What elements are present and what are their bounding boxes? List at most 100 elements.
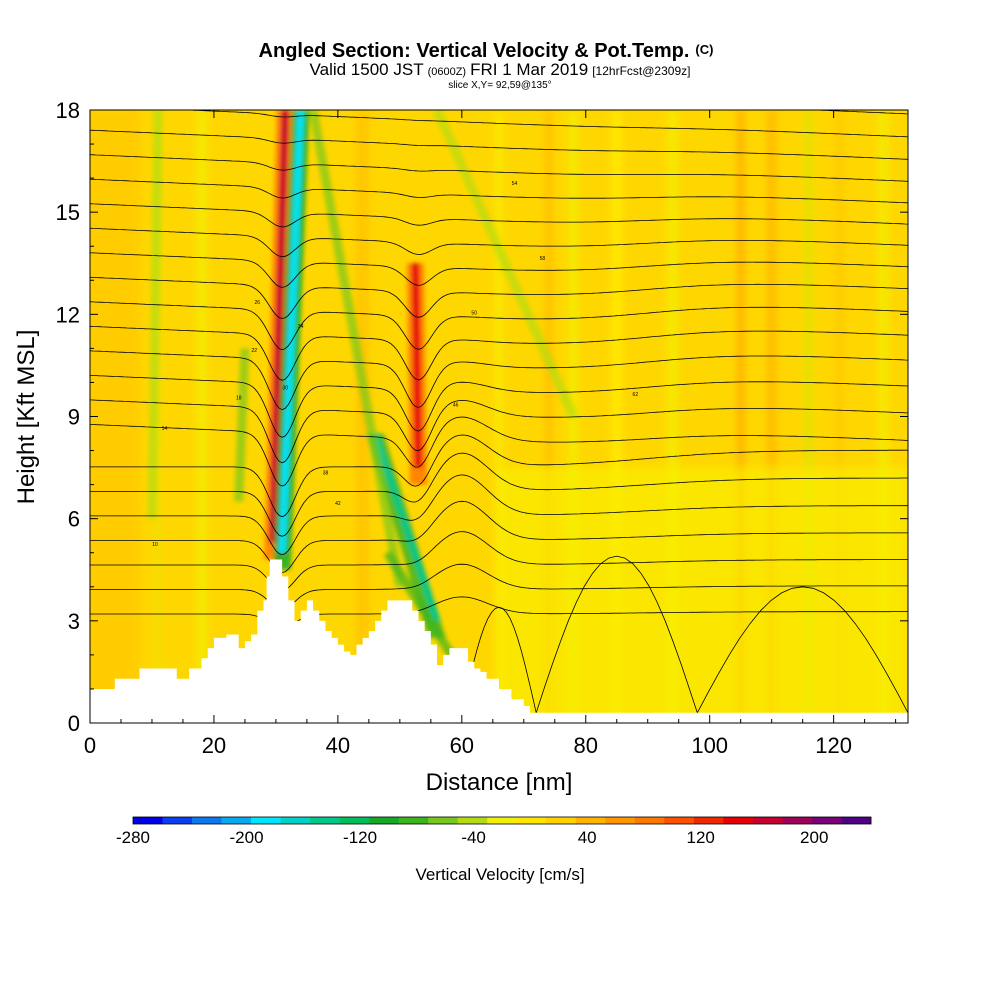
contour-label: 26 bbox=[255, 300, 261, 306]
colorbar-swatch bbox=[782, 817, 813, 824]
theta-contour bbox=[90, 276, 908, 319]
colorbar-swatch bbox=[752, 817, 783, 824]
colorbar-swatch bbox=[841, 817, 872, 824]
draft-updraft-core bbox=[269, 110, 289, 543]
theta-contour bbox=[90, 325, 908, 381]
theta-contour bbox=[90, 399, 908, 464]
colorbar-swatch bbox=[516, 817, 547, 824]
chart-title-suffix: (C) bbox=[695, 42, 713, 57]
theta-contour bbox=[90, 178, 908, 204]
field-streak bbox=[805, 110, 813, 723]
field-lower-zone bbox=[499, 467, 908, 723]
colorbar-swatch bbox=[634, 817, 665, 824]
contour-label: 54 bbox=[512, 181, 518, 187]
theta-contour bbox=[90, 129, 908, 160]
theta-contour bbox=[179, 110, 908, 138]
theta-contour bbox=[90, 474, 908, 556]
colorbar-swatch bbox=[546, 817, 577, 824]
theta-contour bbox=[90, 500, 908, 573]
draft-downdraft-core bbox=[371, 433, 441, 621]
y-tick-label: 0 bbox=[68, 711, 80, 736]
draft-downdraft-core bbox=[278, 110, 305, 553]
plot-area: 10 14 18 22 26 30 34 38 42 46 50 54 58 62 bbox=[90, 110, 908, 723]
valid-zulu: (0600Z) bbox=[428, 66, 467, 78]
theta-contour bbox=[90, 416, 908, 487]
colorbar-swatch bbox=[723, 817, 754, 824]
colorbar-swatch bbox=[457, 817, 488, 824]
colorbar-tick-label: 200 bbox=[800, 828, 828, 847]
contour-label: 38 bbox=[323, 470, 329, 476]
y-axis-title: Height [Kft MSL] bbox=[13, 330, 40, 505]
field-streak bbox=[196, 110, 207, 723]
colorbar-tick-label: -200 bbox=[230, 828, 264, 847]
contour-label: 14 bbox=[162, 426, 168, 432]
contour-label: 22 bbox=[251, 348, 257, 354]
y-tick-label: 18 bbox=[56, 98, 80, 123]
contour-label: 46 bbox=[453, 402, 459, 408]
y-tick-label: 12 bbox=[56, 302, 80, 327]
field-streak bbox=[155, 110, 161, 723]
contour-label: 10 bbox=[152, 542, 158, 548]
field-streak bbox=[90, 110, 140, 723]
colorbar-frame bbox=[132, 816, 872, 825]
theta-contour-low bbox=[461, 606, 537, 713]
contour-label: 18 bbox=[236, 395, 242, 401]
y-tick-label: 6 bbox=[68, 507, 80, 532]
field-downdraft-streak bbox=[147, 110, 163, 519]
theta-contour bbox=[90, 252, 908, 288]
colorbar-swatch bbox=[310, 817, 340, 824]
slice-label: slice X,Y= 92,59@135° bbox=[448, 80, 551, 91]
colorbar-swatch bbox=[280, 817, 311, 824]
draft-updraft-core bbox=[411, 263, 423, 468]
theta-contour bbox=[90, 434, 908, 518]
field-streak bbox=[495, 110, 503, 723]
colorbar-swatch bbox=[693, 817, 724, 824]
colorbar-swatch bbox=[605, 817, 636, 824]
y-tick-label: 3 bbox=[68, 609, 80, 634]
x-tick-label: 120 bbox=[815, 733, 852, 758]
colorbar-swatch bbox=[398, 817, 429, 824]
contour-label: 58 bbox=[540, 256, 546, 262]
chart-subtitle: Valid 1500 JST (0600Z) FRI 1 Mar 2019 [12hr… bbox=[310, 60, 691, 79]
field-texture bbox=[90, 110, 908, 723]
colorbar-swatch bbox=[339, 817, 370, 824]
field-downdraft-streak bbox=[234, 348, 250, 502]
colorbar-swatch bbox=[575, 817, 606, 824]
theta-contour-low bbox=[696, 586, 908, 713]
x-tick-label: 0 bbox=[84, 733, 96, 758]
y-axis: 0 3 6 9 12 15 18 bbox=[56, 98, 908, 736]
field-streak bbox=[878, 110, 888, 723]
colorbar-swatch bbox=[487, 817, 518, 824]
colorbar-tick-label: -40 bbox=[461, 828, 486, 847]
colorbar-ticks: -280 -200 -120 -40 40 120 200 bbox=[116, 828, 828, 847]
x-axis-title: Distance [nm] bbox=[426, 769, 573, 796]
y-tick-label: 15 bbox=[56, 200, 80, 225]
chart-title: Angled Section: Vertical Velocity & Pot.… bbox=[259, 40, 714, 62]
x-tick-label: 40 bbox=[326, 733, 350, 758]
x-axis: 0 20 40 60 80 100 120 bbox=[84, 110, 897, 758]
colorbar-tick-label: 120 bbox=[687, 828, 715, 847]
x-tick-label: 100 bbox=[691, 733, 728, 758]
colorbar-swatch bbox=[162, 817, 193, 824]
theta-contour bbox=[90, 301, 908, 351]
colorbar-tick-label: 40 bbox=[578, 828, 597, 847]
colorbar-swatch bbox=[664, 817, 695, 824]
colorbar-swatch bbox=[133, 817, 163, 824]
colorbar-swatch bbox=[428, 817, 459, 824]
colorbar-swatch bbox=[221, 817, 252, 824]
x-tick-label: 20 bbox=[202, 733, 226, 758]
colorbar bbox=[132, 816, 872, 825]
field-streak bbox=[356, 110, 369, 723]
contour-label: 50 bbox=[471, 310, 477, 316]
valid-fcst: [12hrFcst@2309z] bbox=[592, 64, 690, 78]
terrain-mask bbox=[90, 559, 908, 723]
x-tick-label: 60 bbox=[450, 733, 474, 758]
theta-contour bbox=[90, 531, 908, 591]
field-streak bbox=[667, 110, 678, 723]
theta-contour bbox=[90, 350, 908, 411]
colorbar-title: Vertical Velocity [cm/s] bbox=[415, 865, 584, 884]
theta-contour bbox=[90, 563, 908, 610]
field-streak bbox=[767, 110, 777, 723]
theta-contours: 10 14 18 22 26 30 34 38 42 46 50 54 58 62 bbox=[90, 110, 908, 713]
